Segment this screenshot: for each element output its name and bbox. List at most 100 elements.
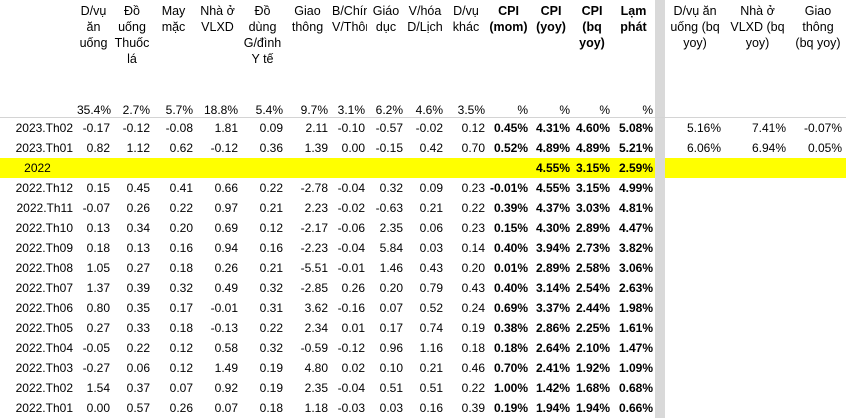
value-cell: -0.04	[337, 381, 365, 395]
data-row: 2022.Th04 -0.05 0.22 0.12 0.58 0.32 -0.59 -0.12…	[0, 338, 846, 358]
value-cell: 3.82%	[618, 241, 653, 255]
value-cell: -0.07	[82, 201, 110, 215]
separator	[655, 218, 665, 238]
value-cell: 0.03	[419, 241, 443, 255]
value-cell: 0.07	[169, 381, 193, 395]
value-cell: 0.13	[86, 221, 110, 235]
value-cell: 0.42	[419, 141, 443, 155]
value-cell: 0.18	[169, 321, 193, 335]
value-cell: 0.41	[169, 181, 193, 195]
value-cell: 1.00%	[493, 381, 528, 395]
value-cell	[330, 158, 367, 178]
value-cell: 0.03	[379, 401, 403, 415]
value-cell: 4.31%	[535, 121, 570, 135]
value-cell: 4.60%	[575, 121, 610, 135]
value-cell: -0.12	[337, 341, 365, 355]
value-cell: -0.04	[337, 241, 365, 255]
separator	[655, 138, 665, 158]
value-cell: 2.23	[304, 201, 328, 215]
value-cell: 0.05%	[807, 141, 842, 155]
value-cell: 1.12	[126, 141, 150, 155]
value-cell: -0.08	[165, 121, 193, 135]
weight-cell: %	[530, 98, 572, 118]
column-header: CPI (mom)	[489, 4, 528, 34]
value-cell: 0.40%	[493, 281, 528, 295]
value-cell: 2.25%	[575, 321, 610, 335]
empty-cell	[725, 238, 790, 258]
value-cell: 4.80	[304, 361, 328, 375]
value-cell: 0.36	[259, 141, 283, 155]
value-cell	[367, 158, 405, 178]
value-cell: 0.22	[259, 181, 283, 195]
value-cell: 0.68%	[618, 381, 653, 395]
empty-cell	[725, 338, 790, 358]
value-cell: 0.34	[126, 221, 150, 235]
value-cell	[195, 158, 240, 178]
value-cell	[405, 158, 445, 178]
column-header: May mặc	[161, 4, 186, 34]
empty-cell	[790, 278, 846, 298]
value-cell: 2.59%	[612, 158, 655, 178]
empty-cell	[725, 298, 790, 318]
weights-row: 35.4% 2.7% 5.7% 18.8% 5.4% 9.7% 3.1% 6.2% 4.6% 3.…	[0, 98, 846, 118]
value-cell: 5.08%	[618, 121, 653, 135]
empty-cell	[790, 378, 846, 398]
value-cell: 3.15%	[572, 158, 612, 178]
empty-cell	[665, 378, 725, 398]
value-cell: 0.33	[126, 321, 150, 335]
value-cell: 0.57	[126, 401, 150, 415]
data-row: 2022.Th06 0.80 0.35 0.17 -0.01 0.31 3.62 -0.16 0…	[0, 298, 846, 318]
separator	[655, 258, 665, 278]
weight-cell: 35.4%	[75, 98, 112, 118]
value-cell: 0.20	[169, 221, 193, 235]
value-cell: 0.12	[461, 121, 485, 135]
value-cell: 0.31	[259, 301, 283, 315]
data-row: 2022.Th12 0.15 0.45 0.41 0.66 0.22 -2.78 -0.04 0…	[0, 178, 846, 198]
value-cell: 0.70	[461, 141, 485, 155]
value-cell: 0.74	[419, 321, 443, 335]
value-cell: 2.35	[304, 381, 328, 395]
empty-cell	[790, 178, 846, 198]
column-header: V/hóa D/Lịch	[407, 4, 443, 34]
data-row: 2023.Th02 -0.17 -0.12 -0.08 1.81 0.09 2.11 -0.1…	[0, 117, 846, 138]
row-label: 2022.Th02	[15, 381, 73, 395]
value-cell: 1.92%	[575, 361, 610, 375]
value-cell: -0.57	[375, 121, 403, 135]
value-cell: 1.81	[214, 121, 238, 135]
value-cell: -0.63	[375, 201, 403, 215]
value-cell: 4.89%	[575, 141, 610, 155]
value-cell: 3.14%	[535, 281, 570, 295]
value-cell: 0.79	[419, 281, 443, 295]
value-cell: 0.01%	[493, 261, 528, 275]
value-cell: 0.24	[461, 301, 485, 315]
value-cell: 0.94	[214, 241, 238, 255]
empty-cell	[725, 218, 790, 238]
separator	[655, 358, 665, 378]
value-cell	[152, 158, 195, 178]
value-cell: 1.68%	[575, 381, 610, 395]
value-cell: 0.35	[126, 301, 150, 315]
value-cell: 2.10%	[575, 341, 610, 355]
row-label: 2022.Th12	[15, 181, 73, 195]
value-cell: 2.64%	[535, 341, 570, 355]
value-cell: -0.01	[210, 301, 238, 315]
value-cell: 0.49	[214, 281, 238, 295]
value-cell: -0.13	[210, 321, 238, 335]
weight-cell: 18.8%	[195, 98, 240, 118]
empty-cell	[790, 238, 846, 258]
column-header: Giao thông (bq yoy)	[795, 4, 841, 50]
value-cell: 1.54	[86, 381, 110, 395]
data-row: 2022.Th08 1.05 0.27 0.18 0.26 0.21 -5.51 -0.01 1…	[0, 258, 846, 278]
value-cell: -0.12	[122, 121, 150, 135]
value-cell	[445, 158, 487, 178]
value-cell: 4.30%	[535, 221, 570, 235]
value-cell: 1.46	[379, 261, 403, 275]
value-cell: 0.52	[419, 301, 443, 315]
weight-cell: 2.7%	[112, 98, 152, 118]
value-cell: 5.21%	[618, 141, 653, 155]
value-cell: 1.05	[86, 261, 110, 275]
empty-cell	[665, 238, 725, 258]
value-cell: 1.94%	[535, 401, 570, 415]
row-label: 2022.Th04	[15, 341, 73, 355]
